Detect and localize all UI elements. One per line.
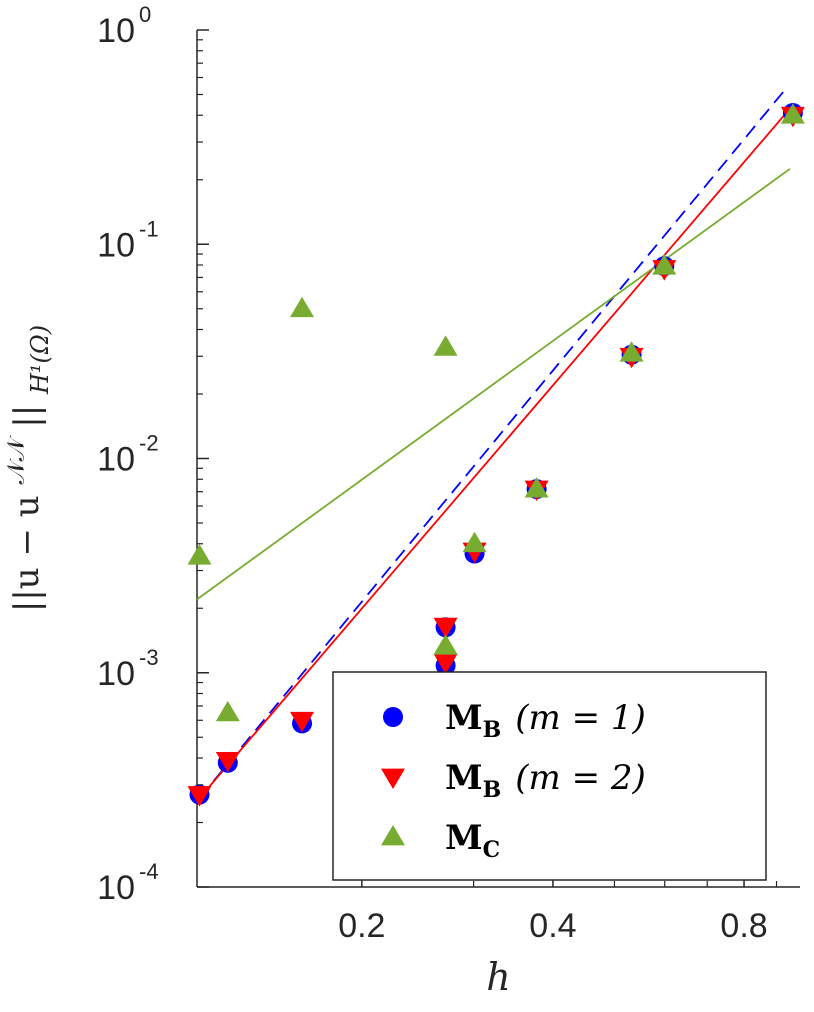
fit-line [198,107,791,799]
legend-marker [381,825,405,846]
legend-marker [383,707,403,727]
data-point [215,700,240,722]
y-tick-label: 10 [97,226,135,264]
legend-box [332,671,767,881]
legend: MB (m = 1) MB (m = 2) MC [332,671,767,881]
x-axis-label: h [486,955,510,999]
data-point [462,531,487,553]
legend-label: MB (m = 1) [445,698,646,743]
y-tick-label: 10 [97,655,135,693]
y-tick-exponent: -3 [139,645,159,670]
legend-label: MB (m = 2) [445,758,646,803]
y-axis-label-sup: 𝒩𝒩 [2,435,30,485]
axis-labels: h ||u − u 𝒩𝒩 || H¹(Ω) [0,325,511,999]
legend-marker [381,768,405,789]
data-point [215,751,240,773]
data-point [187,544,212,565]
fit-line [196,168,791,601]
x-tick-label: 0.4 [529,907,576,945]
data-point [524,477,549,498]
y-tick-exponent: 0 [139,2,151,27]
data-markers [187,102,805,807]
x-tick-label: 0.8 [720,907,767,945]
data-point [652,254,677,275]
data-point [433,653,458,675]
data-point [290,296,315,318]
y-axis-label-bars: || [7,405,47,428]
y-axis-label-main: ||u − u [7,495,47,612]
data-point [433,617,458,639]
y-axis-label: ||u − u 𝒩𝒩 || H¹(Ω) [0,325,54,612]
y-axis-label-sub: H¹(Ω) [26,325,54,395]
data-point [290,711,315,733]
y-tick-exponent: -4 [139,859,159,884]
y-tick-exponent: -2 [139,431,159,456]
legend-label: MC [445,818,500,863]
fit-lines [196,88,791,799]
y-tick-label: 10 [97,441,135,479]
data-point [780,103,805,124]
svg-text:||u − u 𝒩𝒩 |: ||u − u 𝒩𝒩 || H¹(Ω) [0,325,54,612]
y-tick-label: 10 [97,869,135,907]
data-point [433,335,458,356]
x-tick-label: 0.2 [338,907,385,945]
data-point [619,341,644,362]
y-tick-label: 10 [97,12,135,50]
data-point [433,634,458,655]
data-point [187,786,212,807]
y-tick-exponent: -1 [139,216,159,241]
